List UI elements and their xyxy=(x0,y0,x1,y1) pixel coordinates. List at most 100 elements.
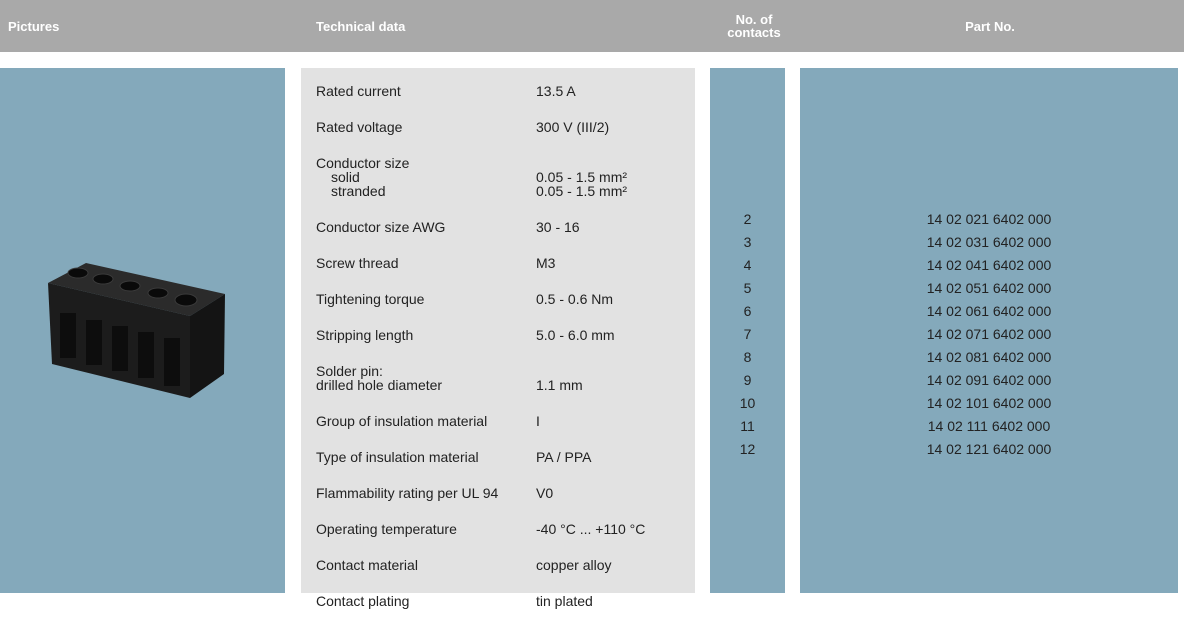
spec-label-cell: Tightening torque xyxy=(301,292,536,306)
spec-label-cell: Conductor size solid stranded xyxy=(301,156,536,198)
spec-value: I xyxy=(536,413,540,429)
spec-value: 0.5 - 0.6 Nm xyxy=(536,291,614,307)
contacts-panel: 2 3 4 5 6 7 8 9 10 11 12 xyxy=(710,68,785,593)
spec-label: Type of insulation material xyxy=(316,449,479,465)
spec-row: Group of insulation material I xyxy=(301,403,695,439)
spec-row: Rated current 13.5 A xyxy=(301,73,695,109)
product-image xyxy=(48,263,225,398)
part-number: 14 02 101 6402 000 xyxy=(926,395,1052,411)
spec-value: copper alloy xyxy=(536,557,612,573)
spec-label: Flammability rating per UL 94 xyxy=(316,485,499,501)
spec-label-cell: Screw thread xyxy=(301,256,536,270)
contact-count: 2 xyxy=(743,211,752,227)
part-number: 14 02 031 6402 000 xyxy=(926,234,1052,250)
spec-value-cell: 5.0 - 6.0 mm xyxy=(536,328,615,342)
spec-label: Group of insulation material xyxy=(316,413,488,429)
part-number: 14 02 071 6402 000 xyxy=(926,326,1052,342)
spec-row: Screw thread M3 xyxy=(301,245,695,281)
column-header: Part No. xyxy=(965,19,1015,34)
spec-label-cell: Conductor size AWG xyxy=(301,220,536,234)
contact-count: 5 xyxy=(743,280,752,296)
spec-label-cell: Stripping length xyxy=(301,328,536,342)
spec-label-cell: Operating temperature xyxy=(301,522,536,536)
part-number: 14 02 081 6402 000 xyxy=(926,349,1052,365)
spec-value-cell: V0 xyxy=(536,486,553,500)
contact-count: 6 xyxy=(743,303,752,319)
spec-sub-label: stranded xyxy=(331,183,386,199)
spec-label: Conductor size xyxy=(316,155,410,171)
spec-value-cell: -40 °C ... +110 °C xyxy=(536,522,645,536)
column-header: No. of contacts xyxy=(727,12,781,40)
part-number: 14 02 091 6402 000 xyxy=(926,372,1052,388)
spec-value-cell: 1.1 mm xyxy=(536,364,583,392)
spec-label: Rated voltage xyxy=(316,119,403,135)
spec-row: Contact material copper alloy xyxy=(301,547,695,583)
spec-value-cell: 13.5 A xyxy=(536,84,576,98)
spec-value: PA / PPA xyxy=(536,449,592,465)
spec-label: Solder pin: xyxy=(316,363,383,379)
picture-panel xyxy=(0,68,285,593)
column-header: Technical data xyxy=(316,19,406,34)
spec-value-cell: 300 V (III/2) xyxy=(536,120,609,134)
spec-row: Conductor size AWG 30 - 16 xyxy=(301,209,695,245)
spec-label: Conductor size AWG xyxy=(316,219,446,235)
part-number: 14 02 021 6402 000 xyxy=(926,211,1052,227)
spec-row: Conductor size solid stranded 0.05 - 1.5 mm… xyxy=(301,145,695,209)
part-number: 14 02 111 6402 000 xyxy=(927,418,1051,434)
spec-label: Operating temperature xyxy=(316,521,457,537)
spec-label-cell: Type of insulation material xyxy=(301,450,536,464)
spec-row: Type of insulation material PA / PPA xyxy=(301,439,695,475)
part-number: 14 02 061 6402 000 xyxy=(926,303,1052,319)
spec-row: Tightening torque 0.5 - 0.6 Nm xyxy=(301,281,695,317)
spec-label-cell: Rated current xyxy=(301,84,536,98)
spec-value-cell: 0.05 - 1.5 mm² 0.05 - 1.5 mm² xyxy=(536,156,627,198)
contact-count: 4 xyxy=(743,257,752,273)
part-number-panel: 14 02 021 6402 000 14 02 031 6402 000 14 0… xyxy=(800,68,1178,593)
spec-value: 5.0 - 6.0 mm xyxy=(536,327,615,343)
spec-label-cell: Rated voltage xyxy=(301,120,536,134)
spec-value: 0.05 - 1.5 mm² xyxy=(536,183,628,199)
column-header: Pictures xyxy=(8,19,60,34)
spec-label: Tightening torque xyxy=(316,291,425,307)
part-number: 14 02 121 6402 000 xyxy=(926,441,1052,457)
spec-value: 300 V (III/2) xyxy=(536,119,610,135)
part-number: 14 02 051 6402 000 xyxy=(926,280,1052,296)
spec-value: 13.5 A xyxy=(536,83,576,99)
spec-value-cell: M3 xyxy=(536,256,555,270)
spec-label: Contact plating xyxy=(316,593,410,609)
spec-value: 30 - 16 xyxy=(536,219,580,235)
spec-value: 0.05 - 1.5 mm² xyxy=(536,169,628,185)
spec-sub-label: solid xyxy=(331,169,360,185)
spec-value-cell: 0.5 - 0.6 Nm xyxy=(536,292,613,306)
contact-count: 9 xyxy=(743,372,752,388)
spec-label-cell: Group of insulation material xyxy=(301,414,536,428)
spec-value-cell: I xyxy=(536,414,540,428)
spec-label: Stripping length xyxy=(316,327,414,343)
spec-value: M3 xyxy=(536,255,556,271)
spec-value: -40 °C ... +110 °C xyxy=(536,521,646,537)
spec-row: Contact plating tin plated xyxy=(301,583,695,619)
contact-count: 10 xyxy=(739,395,756,411)
spec-row: Solder pin: drilled hole diameter 1.1 mm xyxy=(301,353,695,403)
spec-label: Rated current xyxy=(316,83,401,99)
spec-label: Contact material xyxy=(316,557,418,573)
spec-value-cell: 30 - 16 xyxy=(536,220,580,234)
header-bar: Pictures Technical data No. of contacts … xyxy=(0,0,1184,52)
contact-count: 11 xyxy=(740,418,755,434)
spec-value-cell: copper alloy xyxy=(536,558,612,572)
spec-value-cell: tin plated xyxy=(536,594,593,608)
spec-label-cell: Flammability rating per UL 94 xyxy=(301,486,536,500)
spec-label-cell: Contact material xyxy=(301,558,536,572)
spec-label-cell: Solder pin: drilled hole diameter xyxy=(301,364,536,392)
spec-row: Rated voltage 300 V (III/2) xyxy=(301,109,695,145)
spec-row: Stripping length 5.0 - 6.0 mm xyxy=(301,317,695,353)
spec-label: drilled hole diameter xyxy=(316,377,443,393)
spec-value: tin plated xyxy=(536,593,593,609)
spec-value: 1.1 mm xyxy=(536,377,583,393)
contact-count: 3 xyxy=(743,234,752,250)
spec-label-cell: Contact plating xyxy=(301,594,536,608)
contact-count: 8 xyxy=(743,349,752,365)
spec-value: V0 xyxy=(536,485,554,501)
spec-label: Screw thread xyxy=(316,255,399,271)
